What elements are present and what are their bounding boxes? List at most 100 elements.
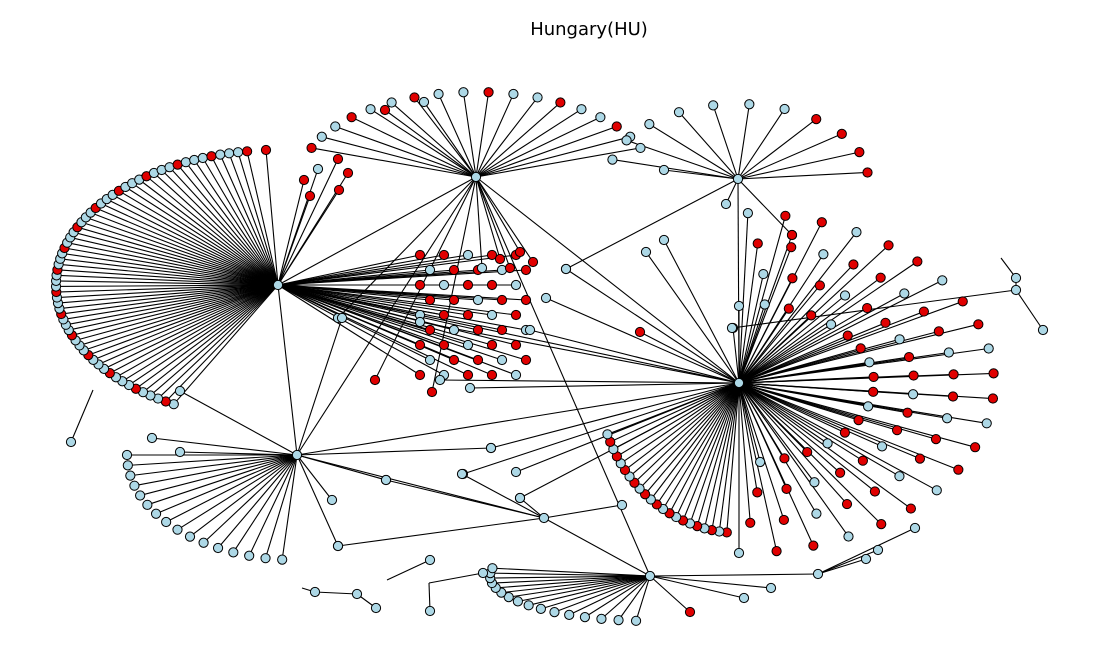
edge [738, 382, 785, 459]
node-red [424, 294, 436, 306]
node-red [462, 369, 474, 381]
edge [70, 236, 279, 286]
node-red [414, 279, 426, 291]
node-light [424, 264, 436, 276]
edge [738, 264, 854, 384]
edge [210, 155, 279, 286]
node-light [907, 389, 919, 400]
node-light [122, 460, 133, 471]
edge [731, 289, 1017, 329]
edge [469, 382, 740, 389]
node-red [472, 354, 484, 366]
node-light [899, 288, 910, 299]
node-light [180, 157, 191, 168]
node-red [472, 324, 484, 336]
node-light [462, 339, 474, 351]
edge [491, 575, 651, 584]
edge [228, 153, 279, 286]
node-light [560, 263, 572, 275]
edge [528, 575, 651, 606]
hub-node [644, 570, 656, 582]
node-light [472, 294, 484, 306]
edge [296, 454, 545, 519]
edge [738, 382, 900, 477]
node-light [448, 324, 460, 336]
node-red [438, 339, 450, 351]
node-red [332, 153, 344, 165]
node-red [970, 442, 981, 453]
node-red [855, 343, 866, 354]
node-red [462, 309, 474, 321]
node-red [611, 121, 622, 132]
edge [106, 198, 279, 286]
node-light [510, 369, 522, 381]
edge [475, 136, 631, 178]
edge [118, 190, 279, 286]
edge [738, 277, 881, 384]
node-red [933, 326, 944, 337]
node-light [564, 609, 575, 620]
edge [296, 382, 740, 456]
edge [155, 454, 298, 515]
edge [669, 382, 740, 514]
node-light [485, 442, 497, 454]
node-red [842, 330, 853, 341]
edge [151, 437, 298, 456]
edge [351, 116, 477, 178]
node-red [414, 339, 426, 351]
edge [732, 327, 740, 384]
edge [419, 321, 740, 384]
edge [179, 451, 298, 456]
node-red [988, 368, 999, 379]
node-red [771, 546, 782, 557]
edge [649, 575, 772, 589]
edge [738, 213, 749, 384]
node-red [527, 256, 539, 268]
node-light [708, 100, 719, 111]
edge [153, 172, 279, 286]
edge [277, 284, 740, 384]
node-red [438, 249, 450, 261]
edge [189, 454, 298, 538]
node-light [434, 374, 446, 386]
edge [817, 549, 879, 575]
node-light [514, 492, 526, 504]
node-red [520, 264, 532, 276]
node-light [607, 154, 618, 165]
node-red [780, 210, 791, 221]
edge [601, 575, 651, 620]
node-light [1037, 324, 1049, 336]
node-red [426, 386, 438, 398]
edge [675, 382, 740, 518]
edge [70, 389, 94, 443]
edge [131, 182, 279, 286]
edge [277, 269, 527, 286]
edge [712, 105, 739, 180]
edge [635, 575, 651, 621]
figure-title: Hungary(HU) [530, 19, 648, 40]
node-red [346, 112, 357, 123]
edge [428, 572, 484, 584]
edge [475, 102, 561, 178]
edge [738, 322, 886, 384]
node-red [786, 242, 797, 253]
node-red [333, 184, 345, 196]
node-light [424, 605, 436, 617]
edge [738, 382, 808, 453]
edge [817, 558, 867, 575]
edge [738, 382, 938, 491]
edge [202, 157, 279, 286]
edge [248, 454, 298, 556]
node-red [787, 273, 798, 284]
edge [64, 247, 279, 286]
node-light [125, 470, 136, 481]
node-light [1010, 272, 1022, 284]
node-red [778, 514, 789, 526]
node-red [854, 147, 865, 158]
edge [277, 284, 469, 376]
edge [519, 497, 545, 519]
node-light [839, 290, 851, 301]
edge [232, 454, 298, 553]
edge [492, 567, 651, 577]
edge [147, 454, 298, 506]
